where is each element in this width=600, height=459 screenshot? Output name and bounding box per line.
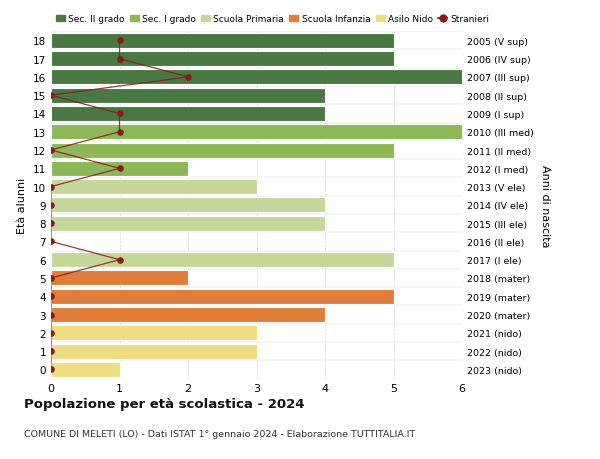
Point [46,202,56,209]
Y-axis label: Anni di nascita: Anni di nascita [541,164,550,246]
Legend: Sec. II grado, Sec. I grado, Scuola Primaria, Scuola Infanzia, Asilo Nido, Stran: Sec. II grado, Sec. I grado, Scuola Prim… [56,15,490,24]
Point [46,238,56,246]
Bar [51,308,325,322]
Point [183,74,193,81]
Bar [51,34,394,49]
Point [46,347,56,355]
Point [46,184,56,191]
Point [115,129,124,136]
Bar [51,216,325,231]
Point [46,220,56,227]
Bar [51,289,394,304]
Bar [51,362,119,377]
Point [46,366,56,373]
Point [115,257,124,264]
Bar [51,89,325,103]
Bar [51,70,462,85]
Point [46,311,56,319]
Text: COMUNE DI MELETI (LO) - Dati ISTAT 1° gennaio 2024 - Elaborazione TUTTITALIA.IT: COMUNE DI MELETI (LO) - Dati ISTAT 1° ge… [24,429,415,438]
Point [115,111,124,118]
Bar [51,344,257,359]
Point [46,274,56,282]
Bar [51,107,325,122]
Bar [51,252,394,268]
Bar [51,125,462,140]
Point [115,165,124,173]
Bar [51,52,394,67]
Bar [51,325,257,341]
Bar [51,271,188,286]
Point [46,147,56,154]
Bar [51,162,188,176]
Bar [51,198,325,213]
Bar [51,179,257,195]
Point [46,92,56,100]
Text: Popolazione per età scolastica - 2024: Popolazione per età scolastica - 2024 [24,397,305,410]
Point [46,293,56,300]
Point [115,56,124,63]
Y-axis label: Età alunni: Età alunni [17,177,28,234]
Point [46,330,56,337]
Bar [51,143,394,158]
Point [115,38,124,45]
